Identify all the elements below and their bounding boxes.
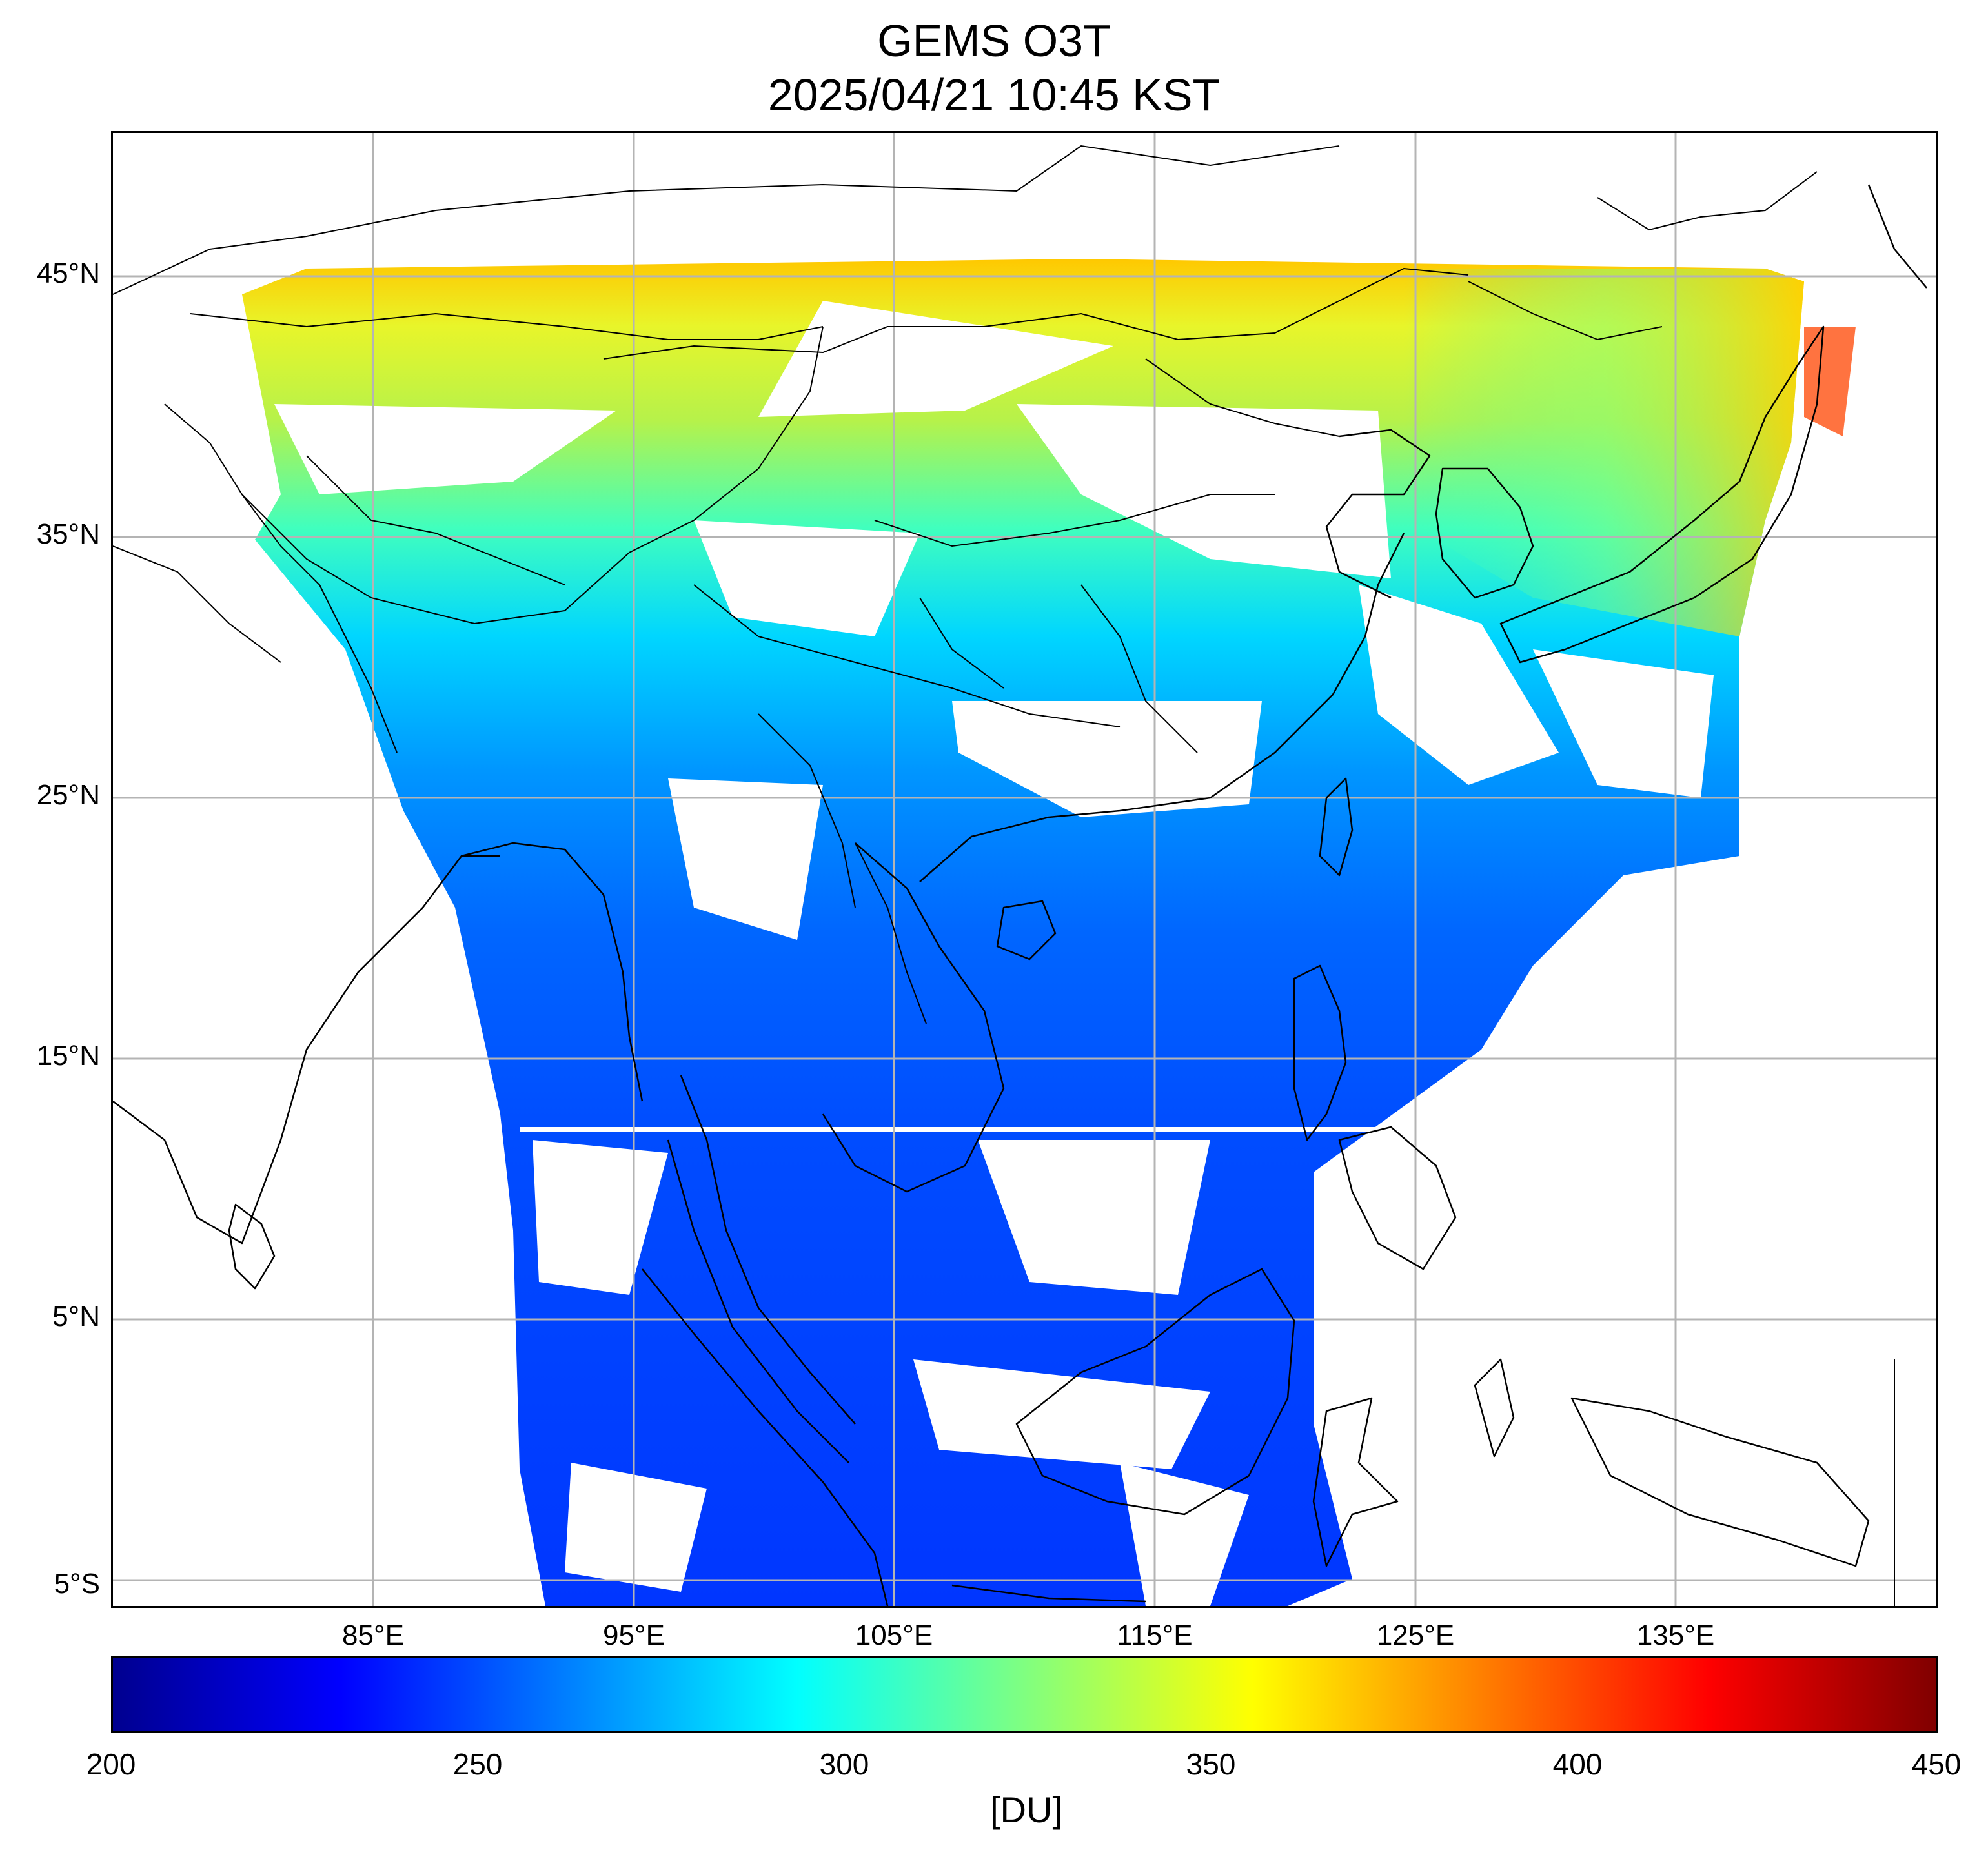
- lat-tick-label: 35°N: [36, 518, 100, 550]
- lat-tick-label: 15°N: [36, 1040, 100, 1072]
- colorbar: [111, 1656, 1938, 1733]
- country-borders: [113, 145, 1895, 1606]
- colorbar-tick-label: 250: [452, 1747, 503, 1781]
- colorbar-unit-label: [DU]: [990, 1789, 1062, 1830]
- lat-tick-label: 45°N: [36, 258, 100, 289]
- colorbar-tick-label: 450: [1911, 1747, 1962, 1781]
- colorbar-tick-label: 300: [819, 1747, 869, 1781]
- lat-tick-label: 5°N: [52, 1301, 100, 1332]
- map-canvas: [113, 133, 1936, 1606]
- lon-tick-label: 115°E: [1117, 1620, 1193, 1651]
- lon-tick-label: 105°E: [855, 1620, 933, 1651]
- lon-tick-label: 85°E: [342, 1620, 404, 1651]
- lat-tick-label: 5°S: [54, 1568, 100, 1600]
- cloud-gaps: [274, 301, 1714, 1606]
- map-subtitle: 2025/04/21 10:45 KST: [767, 70, 1221, 120]
- map-panel: [111, 131, 1938, 1608]
- lon-tick-label: 95°E: [603, 1620, 665, 1651]
- lon-tick-label: 135°E: [1636, 1620, 1715, 1651]
- coastlines: [113, 184, 1927, 1606]
- colorbar-tick-label: 200: [86, 1747, 136, 1781]
- map-title: GEMS O3T: [877, 15, 1111, 66]
- lat-tick-label: 25°N: [36, 779, 100, 811]
- colorbar-tick-label: 350: [1186, 1747, 1236, 1781]
- colorbar-tick-label: 400: [1552, 1747, 1603, 1781]
- lon-tick-label: 125°E: [1376, 1620, 1455, 1651]
